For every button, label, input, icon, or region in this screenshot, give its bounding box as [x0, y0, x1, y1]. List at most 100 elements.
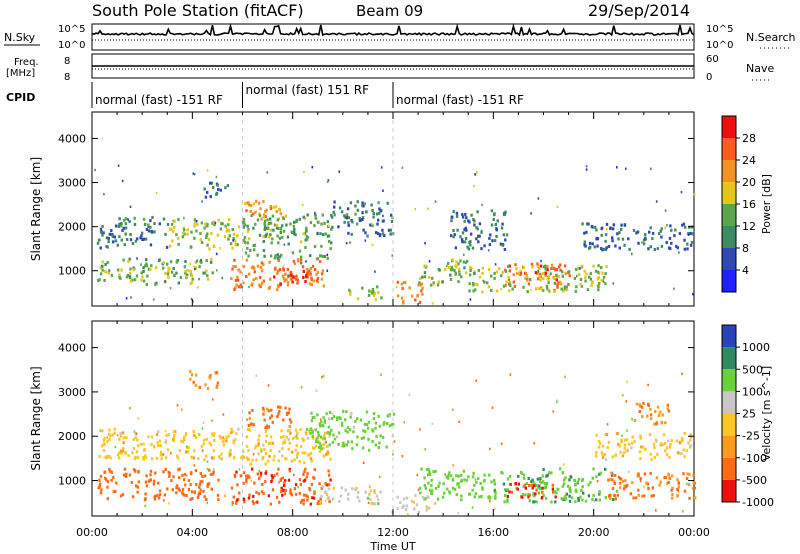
range-time-cell: [557, 275, 561, 279]
range-time-cell: [97, 279, 100, 282]
noise-cell: [293, 473, 295, 477]
range-time-cell: [469, 269, 472, 272]
range-time-cell: [601, 453, 604, 457]
colorbar-segment: [722, 116, 736, 138]
noise-cell: [129, 407, 131, 410]
range-time-cell: [293, 230, 296, 234]
range-time-cell: [193, 224, 196, 228]
range-time-cell: [234, 243, 237, 247]
range-time-cell: [349, 290, 352, 294]
range-time-cell: [327, 497, 330, 501]
noise-cell: [692, 293, 694, 296]
range-time-cell: [337, 225, 340, 229]
range-time-cell: [494, 223, 497, 226]
range-time-cell: [204, 222, 207, 226]
range-time-cell: [281, 224, 284, 228]
range-time-cell: [298, 217, 301, 221]
noise-cell: [540, 259, 542, 263]
range-time-cell: [208, 375, 211, 379]
range-time-cell: [513, 284, 517, 288]
noise-cell: [114, 445, 117, 449]
range-time-cell: [206, 387, 210, 390]
colorbar-segment: [722, 182, 736, 204]
range-time-cell: [218, 434, 222, 438]
range-time-cell: [680, 452, 683, 456]
range-time-cell: [637, 241, 640, 245]
range-time-cell: [575, 267, 578, 271]
range-time-cell: [687, 441, 690, 445]
range-time-cell: [302, 498, 306, 502]
range-time-cell: [315, 438, 318, 441]
range-time-cell: [243, 236, 247, 240]
range-time-cell: [356, 495, 359, 499]
range-time-cell: [229, 452, 232, 456]
range-time-cell: [623, 243, 626, 247]
range-time-cell: [561, 484, 565, 488]
range-time-cell: [362, 429, 365, 433]
range-time-cell: [618, 444, 621, 448]
range-time-cell: [367, 420, 371, 424]
range-time-cell: [347, 216, 350, 220]
range-time-cell: [269, 207, 273, 210]
range-time-cell: [604, 272, 607, 276]
range-time-cell: [274, 205, 277, 209]
noise-cell: [564, 375, 566, 379]
range-time-cell: [628, 442, 631, 446]
noise-cell: [431, 422, 434, 425]
noise-cell: [202, 421, 205, 424]
colorbar-segment: [722, 369, 736, 392]
range-time-cell: [166, 222, 170, 226]
range-time-cell: [238, 491, 241, 495]
range-time-cell: [674, 228, 677, 232]
colorbar-tick-label: 28: [742, 132, 756, 145]
range-time-cell: [637, 472, 640, 476]
range-time-cell: [306, 472, 309, 476]
range-time-cell: [114, 224, 118, 228]
range-time-cell: [313, 415, 316, 419]
range-time-cell: [144, 454, 147, 458]
range-time-cell: [692, 481, 695, 485]
range-time-cell: [185, 494, 188, 497]
noise-cell: [224, 494, 226, 497]
range-time-cell: [278, 268, 282, 271]
range-time-cell: [619, 486, 622, 490]
range-time-cell: [434, 469, 437, 473]
noise-cell: [393, 440, 396, 443]
range-time-cell: [190, 280, 194, 284]
noise-cell: [181, 408, 183, 411]
range-time-cell: [322, 233, 325, 237]
range-time-cell: [247, 228, 250, 232]
range-time-cell: [501, 271, 504, 274]
range-time-cell: [396, 280, 400, 284]
range-time-cell: [381, 436, 385, 439]
range-time-cell: [120, 268, 123, 272]
range-time-cell: [280, 429, 283, 433]
range-time-cell: [321, 254, 324, 258]
range-time-cell: [175, 233, 178, 237]
range-time-cell: [147, 223, 150, 227]
noise-cell: [452, 464, 455, 467]
range-time-cell: [228, 234, 231, 238]
range-time-cell: [468, 241, 471, 244]
range-time-cell: [676, 494, 679, 498]
noise-cell: [250, 479, 253, 482]
range-time-cell: [543, 486, 546, 490]
range-time-cell: [361, 216, 365, 220]
range-time-cell: [438, 481, 441, 485]
range-time-cell: [352, 425, 356, 429]
range-time-cell: [110, 229, 113, 233]
range-time-cell: [417, 510, 421, 514]
range-time-cell: [272, 228, 275, 232]
range-time-cell: [252, 501, 255, 505]
range-time-cell: [653, 422, 656, 426]
range-time-cell: [134, 436, 137, 440]
range-time-cell: [107, 454, 111, 458]
range-time-cell: [136, 438, 139, 442]
range-time-cell: [360, 436, 364, 440]
range-time-cell: [617, 475, 621, 479]
range-time-cell: [659, 229, 662, 233]
range-time-cell: [233, 239, 237, 243]
range-time-cell: [181, 440, 185, 444]
range-time-cell: [544, 264, 547, 268]
nsearch-tick-bottom: 10^0: [706, 40, 733, 51]
